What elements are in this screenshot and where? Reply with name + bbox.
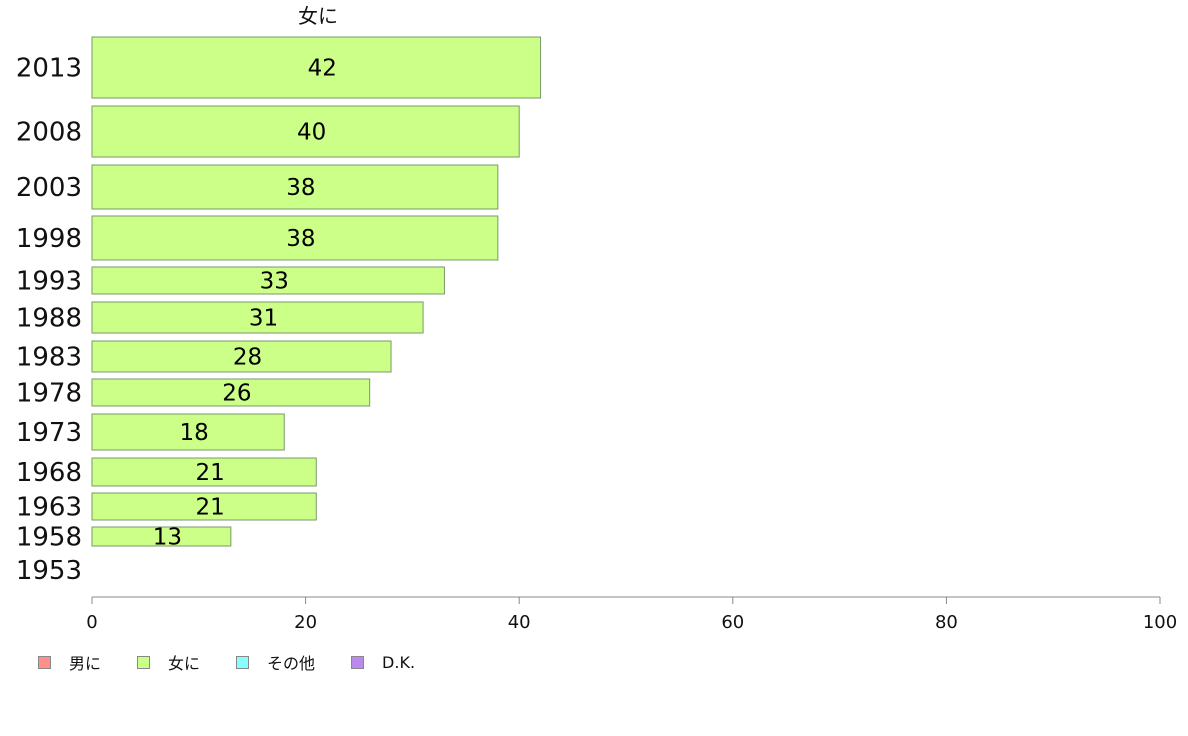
- legend-label: その他: [267, 654, 316, 673]
- bar-value-label: 38: [286, 226, 315, 252]
- legend-swatch: [236, 655, 250, 669]
- legend-swatch: [351, 655, 365, 669]
- y-tick-label: 1988: [16, 304, 82, 334]
- x-tick-label: 20: [294, 612, 317, 633]
- legend: 男に 女に その他 D.K.: [38, 651, 451, 673]
- bar: [91, 413, 285, 451]
- x-axis: 0 20 40 60 80 100: [86, 596, 1177, 633]
- bar-value-label: 40: [297, 120, 326, 146]
- x-tick-label: 60: [721, 612, 744, 633]
- x-tick-label: 0: [86, 612, 97, 633]
- bar: [91, 492, 317, 521]
- bar: [91, 266, 445, 295]
- bar: [91, 457, 317, 487]
- y-tick-label: 1953: [16, 556, 82, 586]
- x-tick-label: 100: [1143, 612, 1177, 633]
- y-tick-label: 1983: [16, 343, 82, 373]
- bar-value-label: 13: [153, 525, 182, 551]
- bar-value-label: 26: [222, 381, 251, 407]
- bar: [91, 105, 520, 158]
- y-tick-label: 1998: [16, 224, 82, 254]
- legend-swatch: [38, 655, 51, 669]
- bar-value-label: 21: [195, 460, 224, 486]
- y-tick-label: 1963: [16, 493, 82, 523]
- bar-value-label: 18: [179, 420, 208, 446]
- legend-item: 女に: [137, 650, 200, 674]
- y-tick-label: 1978: [16, 379, 82, 409]
- chart-title: 女に: [298, 4, 338, 28]
- bar: [91, 301, 424, 334]
- legend-label: D.K.: [382, 652, 416, 672]
- bar: [91, 526, 232, 547]
- y-tick-label: 1958: [16, 523, 82, 553]
- bars-group: 42 40 38 38 33 31 28 26 18 21 21 13: [91, 36, 542, 551]
- y-axis-labels: 2013 2008 2003 1998 1993 1988 1983 1978 1973 1968…: [16, 54, 82, 587]
- y-tick-label: 1993: [16, 267, 82, 297]
- x-tick-label: 80: [935, 612, 958, 633]
- bar-value-label: 28: [233, 345, 262, 371]
- x-tick-label: 40: [508, 612, 531, 633]
- bar-value-label: 33: [260, 269, 289, 295]
- y-tick-label: 2008: [16, 118, 82, 148]
- legend-item: D.K.: [351, 653, 415, 672]
- bar: [91, 164, 499, 210]
- y-tick-label: 1968: [16, 458, 82, 488]
- bar-value-label: 21: [195, 495, 224, 521]
- legend-item: 男に: [38, 650, 101, 674]
- bar-value-label: 42: [308, 56, 337, 82]
- legend-label: 女に: [168, 654, 201, 673]
- bar: [91, 340, 392, 373]
- y-tick-label: 2003: [16, 173, 82, 203]
- bar: [91, 378, 371, 407]
- bar-value-label: 38: [286, 175, 315, 201]
- bar: [91, 36, 542, 99]
- legend-swatch: [137, 655, 151, 669]
- y-tick-label: 1973: [16, 418, 82, 448]
- bar-value-label: 31: [249, 306, 278, 332]
- legend-item: その他: [236, 650, 315, 674]
- bar: [91, 215, 499, 261]
- y-tick-label: 2013: [16, 54, 82, 84]
- legend-label: 男に: [69, 654, 102, 673]
